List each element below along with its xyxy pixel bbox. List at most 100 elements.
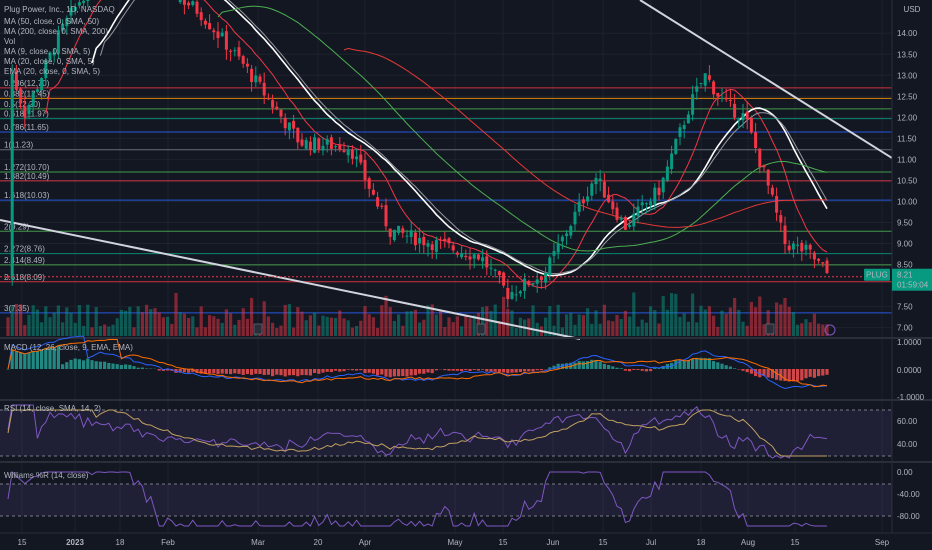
candle-body	[581, 199, 585, 204]
macd-histogram-bar	[371, 369, 375, 374]
macd-histogram-bar	[195, 369, 199, 373]
volume-bar	[581, 315, 585, 336]
rsi-band	[0, 410, 892, 456]
volume-bar	[119, 309, 123, 336]
volume-bar	[560, 327, 564, 336]
macd-histogram-bar	[140, 367, 144, 369]
volume-bar	[636, 326, 640, 336]
volume-bar	[569, 312, 573, 336]
volume-bar	[451, 322, 455, 336]
macd-histogram-bar	[611, 366, 615, 369]
volume-bar	[56, 305, 60, 336]
candle-body	[443, 238, 447, 242]
support-trendline[interactable]	[0, 219, 581, 340]
macd-histogram-bar	[653, 368, 657, 369]
candle-body	[321, 145, 325, 151]
earnings-marker-icon[interactable]	[765, 323, 775, 335]
volume-bar	[208, 315, 212, 336]
macd-histogram-bar	[447, 369, 451, 371]
earnings-marker-icon[interactable]	[476, 323, 486, 335]
macd-histogram-bar	[376, 369, 380, 376]
candle-body	[762, 165, 766, 168]
volume-bar	[233, 324, 237, 336]
volume-bar	[40, 322, 44, 336]
macd-histogram-bar	[539, 369, 543, 371]
candle-body	[338, 144, 342, 150]
resistance-trendline[interactable]	[639, 0, 893, 159]
volume-bar	[707, 306, 711, 336]
candle-body	[426, 243, 430, 247]
macd-histogram-bar	[796, 369, 800, 381]
macd-histogram-bar	[229, 369, 233, 375]
volume-bar	[821, 324, 825, 336]
volume-bar	[250, 297, 254, 336]
candle-body	[741, 113, 745, 121]
candle-body	[636, 206, 640, 217]
macd-histogram-bar	[422, 369, 426, 374]
candle-body	[817, 258, 821, 261]
volume-bar	[682, 313, 686, 336]
candle-body	[296, 127, 300, 143]
macd-histogram-bar	[657, 368, 661, 369]
candle-body	[40, 77, 44, 91]
macd-histogram-bar	[287, 369, 291, 376]
volume-bar	[796, 324, 800, 336]
macd-histogram-bar	[733, 368, 737, 369]
volume-bar	[367, 314, 371, 336]
macd-histogram-bar	[623, 369, 627, 371]
macd-histogram-bar	[766, 369, 770, 378]
macd-histogram-bar	[115, 364, 119, 369]
macd-histogram-bar	[166, 369, 170, 371]
candle-body	[31, 92, 35, 107]
macd-histogram-bar	[342, 369, 346, 372]
volume-bar	[392, 320, 396, 336]
time-axis[interactable]: 15 2023 18 Feb Mar 20 Apr May 15 Jun 15 Jul 18 Aug 15 S…	[18, 538, 890, 547]
macd-histogram-bar	[35, 351, 39, 369]
macd-histogram-bar	[644, 369, 648, 372]
candle-body	[329, 137, 333, 149]
volume-bar	[191, 316, 195, 336]
volume-bar	[401, 325, 405, 336]
volume-bar	[720, 310, 724, 336]
macd-tick: 1.0000	[897, 338, 922, 347]
price-tick: 7.50	[897, 303, 913, 312]
macd-histogram-bar	[649, 369, 653, 372]
volume-bar	[699, 305, 703, 336]
volume-bar	[468, 318, 472, 336]
price-axis[interactable]: USD 14.00 13.50 13.00 12.50 12.00 11.50 11.00 10…	[897, 5, 921, 333]
lightning-icon[interactable]	[824, 324, 836, 336]
macd-histogram-bar	[808, 369, 812, 377]
macd-histogram-bar	[413, 369, 417, 376]
volume-bar	[577, 314, 581, 336]
fib-level-label: 0.236(12.70)	[4, 79, 50, 88]
price-tick: 11.00	[897, 155, 917, 164]
volume-bar	[128, 306, 132, 336]
volume-bar	[812, 313, 816, 336]
volume-bar	[145, 304, 149, 336]
volume-bar	[464, 315, 468, 336]
candle-body	[653, 187, 657, 205]
candle-body	[334, 146, 338, 148]
macd-histogram-bar	[678, 359, 682, 369]
earnings-marker-icon[interactable]	[253, 323, 263, 335]
volume-bar	[716, 326, 720, 336]
candlesticks	[6, 0, 829, 308]
volume-bar	[426, 305, 430, 336]
volume-bar	[86, 304, 90, 336]
candle-body	[73, 6, 77, 11]
candle-body	[733, 103, 737, 118]
volume-bar	[434, 314, 438, 336]
candle-body	[720, 97, 724, 99]
candle-body	[476, 254, 480, 260]
volume-bar	[94, 307, 98, 336]
candle-body	[607, 194, 611, 203]
williams-tick: -80.00	[897, 512, 920, 521]
volume-bar	[472, 315, 476, 336]
macd-histogram-bar	[783, 369, 787, 382]
grid-lines	[0, 0, 892, 533]
macd-histogram-bar	[321, 369, 325, 373]
macd-histogram-bar	[741, 369, 745, 371]
volume-bar	[531, 305, 535, 336]
volume-bar	[733, 297, 737, 336]
